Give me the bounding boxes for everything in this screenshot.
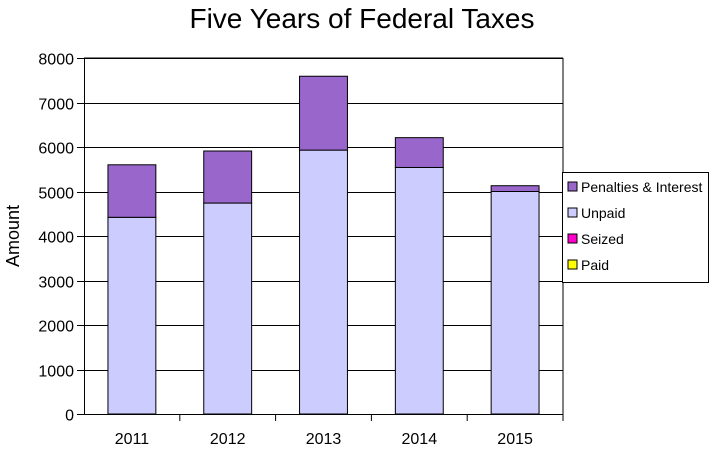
y-tick-label: 1000	[38, 364, 74, 381]
y-tick-label: 0	[65, 408, 74, 425]
legend: Penalties & Interest Unpaid Seized Paid	[562, 172, 709, 283]
legend-swatch	[567, 233, 578, 244]
legend-swatch	[567, 181, 578, 192]
legend-label: Penalties & Interest	[581, 179, 703, 195]
axes: 0 1000 2000 3000 4000 5000 6000 7000 8000 2011 201…	[38, 52, 564, 448]
x-tick-label: 2013	[306, 431, 342, 448]
legend-swatch	[567, 259, 578, 270]
legend-label: Unpaid	[581, 205, 625, 221]
bar-segment	[490, 185, 540, 192]
y-tick-label: 3000	[38, 275, 74, 292]
legend-label: Seized	[581, 231, 624, 247]
bar-segment	[203, 150, 253, 204]
bar-segment	[107, 216, 157, 415]
y-tick-label: 4000	[38, 230, 74, 247]
bar-segment	[203, 202, 253, 415]
legend-label: Paid	[581, 257, 609, 273]
y-tick-label: 6000	[38, 141, 74, 158]
x-tick-label: 2014	[402, 431, 438, 448]
bars	[107, 75, 540, 415]
y-tick-label: 7000	[38, 97, 74, 114]
bar-segment	[299, 149, 348, 415]
bar-segment	[490, 191, 540, 415]
legend-box	[562, 172, 709, 283]
chart-title: Five Years of Federal Taxes	[189, 3, 534, 34]
bar-segment	[299, 75, 348, 151]
x-tick-label: 2015	[497, 431, 533, 448]
y-axis-label: Amount	[3, 205, 23, 267]
bar-segment	[394, 166, 444, 415]
y-tick-label: 2000	[38, 319, 74, 336]
bar-segment	[107, 164, 157, 218]
bar-segment	[394, 137, 444, 168]
x-tick-label: 2012	[210, 431, 246, 448]
legend-swatch	[567, 207, 578, 218]
y-tick-label: 5000	[38, 186, 74, 203]
x-tick-label: 2011	[115, 431, 150, 448]
y-tick-label: 8000	[38, 52, 74, 69]
